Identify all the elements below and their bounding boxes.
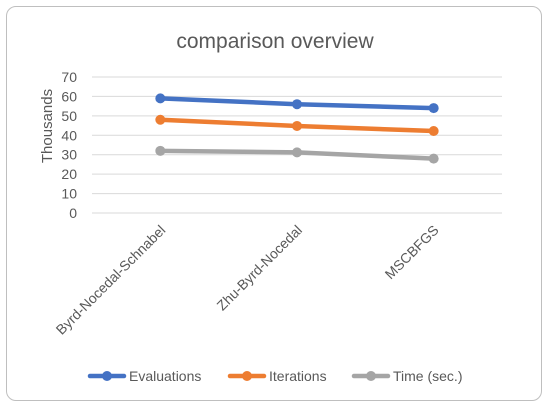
y-tick-label: 60 (61, 88, 77, 104)
series-lines (155, 93, 439, 164)
series-1 (155, 114, 439, 137)
data-point (292, 147, 302, 158)
series-0 (155, 93, 439, 114)
legend: Evaluations Iterations Time (sec.) (87, 368, 462, 384)
data-point (428, 153, 439, 164)
y-tick-label: 20 (61, 166, 77, 182)
y-axis-label: Thousands (39, 89, 56, 163)
x-tick-label: Byrd-Nocedal-Schnabel (53, 222, 169, 338)
legend-marker (242, 371, 252, 381)
y-tick-label: 10 (61, 186, 77, 202)
legend-marker (366, 371, 376, 381)
series-2 (155, 145, 439, 164)
y-tick-label: 30 (61, 147, 77, 163)
y-tick-label: 40 (61, 127, 77, 143)
x-tick-label: Zhu-Byrd-Nocedal (213, 222, 305, 314)
legend-entry: Evaluations (87, 368, 201, 384)
data-point (292, 99, 302, 110)
y-tick-label: 50 (61, 108, 77, 124)
chart-frame (6, 6, 542, 401)
x-tick-labels: Byrd-Nocedal-Schnabel Zhu-Byrd-Nocedal MSC… (53, 222, 442, 338)
x-tick-label: MSCBFGS (382, 222, 442, 282)
data-point (155, 145, 166, 156)
data-point (155, 114, 166, 125)
legend-entry: Time (sec.) (351, 368, 462, 384)
y-tick-label: 0 (69, 205, 77, 221)
y-tick-label: 70 (61, 69, 77, 85)
data-point (292, 120, 302, 131)
data-point (428, 103, 439, 114)
data-point (155, 93, 166, 104)
gridlines (92, 76, 502, 214)
legend-label: Time (sec.) (393, 368, 462, 384)
legend-marker (102, 371, 112, 381)
data-point (428, 126, 439, 137)
legend-label: Evaluations (129, 368, 201, 384)
legend-entry: Iterations (227, 368, 327, 384)
chart-title: comparison overview (176, 30, 374, 53)
y-tick-labels: 0 10 20 30 40 50 60 70 (61, 69, 77, 221)
legend-label: Iterations (269, 368, 327, 384)
